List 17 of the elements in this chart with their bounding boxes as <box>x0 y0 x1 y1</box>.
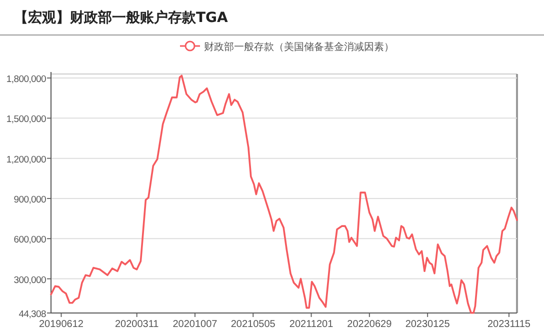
y-tick-label: 900,000 <box>14 194 46 206</box>
y-tick-label: 44,308 <box>18 309 46 320</box>
y-tick-label: 1,200,000 <box>6 154 46 166</box>
y-tick-label: 300,000 <box>14 274 46 286</box>
x-tick-label: 20200311 <box>114 319 160 330</box>
title: 【宏观】财政部一般账户存款TGA <box>14 10 228 26</box>
x-tick-label: 20190612 <box>38 319 84 330</box>
y-tick-label: 600,000 <box>14 234 46 246</box>
x-tick-label: 20201007 <box>172 319 218 330</box>
legend: 财政部一般存款（美国储备基金消减因素） <box>180 40 394 53</box>
y-tick-label: 1,800,000 <box>6 74 46 86</box>
x-tick-label: 20211201 <box>289 319 334 330</box>
x-tick-label: 20210505 <box>230 319 276 330</box>
x-tick-label: 20220629 <box>347 319 392 330</box>
x-tick-label: 20231115 <box>487 319 531 330</box>
x-tick-label: 20230125 <box>405 319 450 330</box>
y-tick-label: 1,500,000 <box>6 114 46 126</box>
